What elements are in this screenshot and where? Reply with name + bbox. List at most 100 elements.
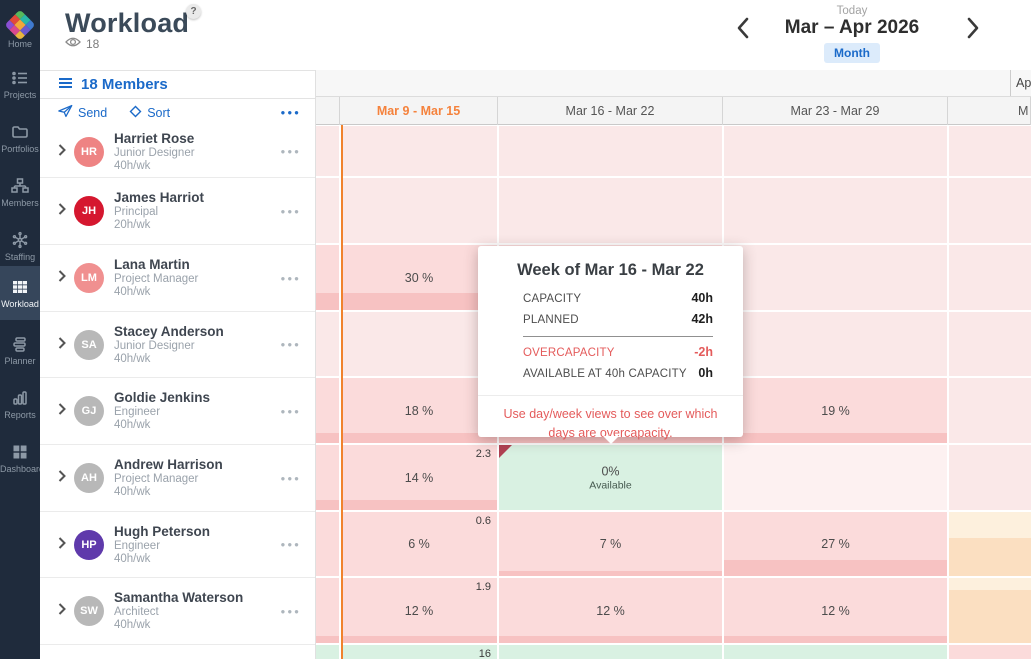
member-info: Goldie Jenkins Engineer 40h/wk	[114, 390, 281, 432]
member-hours: 40h/wk	[114, 486, 151, 498]
sidebar-item-workload[interactable]: Workload	[0, 266, 40, 320]
sidebar-item-planner[interactable]: Planner	[0, 324, 40, 376]
member-more-button[interactable]: ●●●	[280, 340, 301, 349]
member-more-button[interactable]: ●●●	[280, 606, 301, 616]
sidebar-item-reports[interactable]: Reports	[0, 378, 40, 430]
tooltip-stats: CAPACITY 40h PLANNED 42h OVERCAPACITY -2…	[478, 289, 743, 384]
page-title: Workload	[65, 8, 190, 38]
sidebar-item-staffing[interactable]: Staffing	[0, 220, 40, 272]
grid-cell[interactable]	[949, 512, 1031, 576]
grid-cell[interactable]	[315, 245, 339, 310]
grid-cell[interactable]: 2.3 14 %	[341, 445, 497, 510]
expand-chevron-icon[interactable]	[58, 202, 66, 220]
grid-cell[interactable]: 7 %	[499, 512, 722, 576]
member-hours: 40h/wk	[114, 286, 151, 298]
week-header[interactable]: Mar 16 - Mar 22	[498, 97, 723, 125]
expand-chevron-icon[interactable]	[58, 469, 66, 487]
avatar[interactable]: JH	[74, 196, 104, 226]
avatar[interactable]: SW	[74, 596, 104, 626]
grid-cell[interactable]	[315, 512, 339, 576]
grid-cell[interactable]	[499, 126, 722, 176]
help-badge[interactable]: ?	[186, 4, 201, 19]
expand-chevron-icon[interactable]	[58, 269, 66, 287]
grid-cell[interactable]	[949, 245, 1031, 310]
grid-cell[interactable]	[341, 126, 497, 176]
send-button[interactable]: Send	[58, 104, 107, 121]
grid-cell[interactable]	[724, 126, 947, 176]
grid-cell[interactable]	[315, 312, 339, 376]
grid-cell[interactable]: 18 %	[341, 378, 497, 443]
grid-cell[interactable]	[341, 178, 497, 243]
grid-cell-available[interactable]: 0% Available	[499, 445, 722, 510]
grid-cell[interactable]	[949, 645, 1031, 659]
sidebar-item-projects[interactable]: Projects	[0, 58, 40, 110]
sort-button[interactable]: Sort	[129, 105, 170, 121]
sidebar-item-home[interactable]: Home	[0, 4, 40, 56]
grid-cell[interactable]	[341, 312, 497, 376]
visibility-toggle[interactable]: 18	[65, 36, 99, 51]
avatar[interactable]: HR	[74, 136, 104, 167]
member-more-button[interactable]: ●●●	[280, 206, 301, 216]
tooltip-divider	[523, 336, 713, 337]
next-period-button[interactable]	[960, 14, 986, 42]
grid-cell[interactable]: 12 %	[499, 578, 722, 643]
view-mode-pill[interactable]: Month	[824, 43, 880, 63]
week-header[interactable]: Mar 23 - Mar 29	[723, 97, 948, 125]
grid-cell[interactable]	[315, 645, 339, 659]
grid-cell[interactable]: 12 %	[724, 578, 947, 643]
grid-cell[interactable]: 19 %	[724, 378, 947, 443]
expand-chevron-icon[interactable]	[58, 336, 66, 354]
avatar[interactable]: LM	[74, 263, 104, 293]
members-more-button[interactable]: ●●●	[280, 108, 301, 117]
sidebar-item-dashboard[interactable]: Dashboard	[0, 432, 40, 484]
member-more-button[interactable]: ●●●	[280, 473, 301, 483]
member-more-button[interactable]: ●●●	[280, 147, 301, 156]
grid-cell[interactable]	[949, 378, 1031, 443]
grid-cell[interactable]	[724, 178, 947, 243]
member-more-button[interactable]: ●●●	[280, 406, 301, 416]
grid-cell[interactable]	[949, 178, 1031, 243]
grid-cell[interactable]: 1.9 12 %	[341, 578, 497, 643]
grid-cell[interactable]	[949, 312, 1031, 376]
grid-cell[interactable]	[499, 645, 722, 659]
grid-cell[interactable]	[499, 178, 722, 243]
members-panel-header[interactable]: 18 Members	[40, 70, 315, 99]
sidebar-item-portfolios[interactable]: Portfolios	[0, 112, 40, 164]
grid-cell[interactable]	[315, 378, 339, 443]
grid-cell[interactable]	[724, 645, 947, 659]
grid-cell[interactable]	[724, 445, 947, 510]
week-header-clipped[interactable]: M	[948, 97, 1031, 125]
grid-cell[interactable]	[315, 126, 339, 176]
avatar[interactable]: HP	[74, 529, 104, 560]
expand-chevron-icon[interactable]	[58, 402, 66, 420]
member-more-button[interactable]: ●●●	[280, 273, 301, 283]
grid-cell[interactable]	[315, 578, 339, 643]
avatar[interactable]: GJ	[74, 396, 104, 426]
expand-chevron-icon[interactable]	[58, 143, 66, 161]
grid-cell[interactable]	[949, 445, 1031, 510]
expand-chevron-icon[interactable]	[58, 602, 66, 620]
member-more-button[interactable]: ●●●	[280, 540, 301, 549]
grid-cell[interactable]	[949, 126, 1031, 176]
bar-chart-icon	[11, 389, 29, 407]
overcapacity-strip	[315, 500, 339, 510]
expand-chevron-icon[interactable]	[58, 536, 66, 554]
today-label[interactable]: Today	[836, 5, 868, 17]
avatar-initials: HR	[81, 145, 97, 158]
grid-cell[interactable]	[724, 312, 947, 376]
grid-cell[interactable]: 30 %	[341, 245, 497, 310]
prev-period-button[interactable]	[730, 14, 756, 42]
grid-cell[interactable]	[315, 445, 339, 510]
grid-cell[interactable]	[315, 178, 339, 243]
week-header-current[interactable]: Mar 9 - Mar 15	[340, 97, 498, 125]
sidebar-item-members[interactable]: Members	[0, 166, 40, 218]
grid-cell[interactable]: 0.6 6 %	[341, 512, 497, 576]
grid-cell[interactable]: 16	[341, 645, 497, 659]
avatar[interactable]: AH	[74, 463, 104, 493]
grid-cell[interactable]	[949, 578, 1031, 643]
grid-cell[interactable]: 27 %	[724, 512, 947, 576]
avatar[interactable]: SA	[74, 329, 104, 360]
tooltip-row-overcapacity: OVERCAPACITY -2h	[523, 343, 713, 364]
grid-cell[interactable]	[724, 245, 947, 310]
overcapacity-strip	[341, 500, 497, 510]
